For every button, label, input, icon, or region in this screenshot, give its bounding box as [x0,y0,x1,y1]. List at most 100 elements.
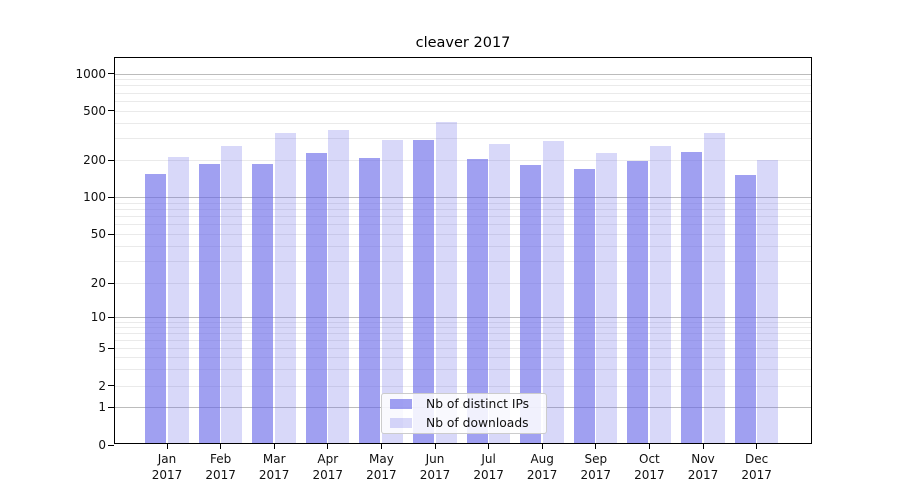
minor-gridline [114,321,812,323]
major-gridline [114,197,812,199]
x-tick-mark [434,444,436,449]
x-tick-label: Feb 2017 [205,452,236,482]
minor-gridline [114,160,812,161]
y-tick-mark [108,73,114,75]
bar-apr-downloads [328,130,350,444]
y-tick-mark [108,347,114,349]
bar-oct-distinct-ips [627,161,649,444]
x-tick-label: Jan 2017 [151,452,183,482]
bar-jul-downloads [489,143,511,444]
minor-gridline [114,110,812,112]
y-tick-label: 5 [98,341,106,355]
legend-swatch-downloads [390,418,412,428]
bar-mar-distinct-ips [252,164,274,444]
x-tick-mark [166,444,168,449]
minor-gridline [114,202,812,204]
y-tick-mark [108,316,114,318]
bar-mar-downloads [274,132,296,444]
minor-gridline [114,224,812,226]
bar-jun-distinct-ips [413,139,434,444]
x-tick-label: Sep 2017 [580,452,612,482]
y-tick-mark [108,196,114,198]
y-tick-mark [108,233,114,235]
y-tick-label: 2 [98,378,106,393]
y-tick-mark [108,110,114,112]
x-tick-mark [220,444,222,449]
minor-gridline [114,234,812,235]
x-tick-label: Dec 2017 [741,452,772,482]
bar-dec-downloads [757,160,779,444]
minor-gridline [114,245,812,247]
x-tick-mark [327,444,329,449]
bar-nov-distinct-ips [681,152,702,444]
x-tick-mark [488,444,490,449]
legend: Nb of distinct IPs Nb of downloads [381,393,547,434]
x-tick-mark [380,444,383,449]
legend-label-downloads: Nb of downloads [426,416,529,430]
minor-gridline [114,122,812,124]
minor-gridline [114,357,812,359]
chart-title: cleaver 2017 [415,35,511,51]
x-tick-label: Aug 2017 [526,452,558,482]
minor-gridline [114,348,812,349]
bar-apr-distinct-ips [305,152,327,444]
bar-feb-distinct-ips [198,164,220,444]
bar-dec-distinct-ips [734,174,756,444]
bar-sep-distinct-ips [573,169,595,444]
bar-jun-downloads [435,122,457,444]
y-tick-label: 500 [83,103,106,118]
x-tick-mark [648,444,651,449]
y-tick-label: 200 [83,153,106,167]
bar-feb-downloads [221,146,243,444]
bar-aug-distinct-ips [520,165,542,444]
minor-gridline [114,261,812,263]
minor-gridline [114,283,812,284]
legend-item-downloads: Nb of downloads [390,415,540,431]
y-tick-label: 100 [83,190,106,205]
y-tick-mark [108,406,114,408]
minor-gridline [114,138,812,140]
x-tick-label: Oct 2017 [634,452,665,482]
bar-sep-downloads [596,153,618,444]
y-tick-label: 10 [90,310,106,324]
minor-gridline [114,92,812,94]
x-tick-mark [273,444,275,449]
y-tick-mark [108,159,114,161]
minor-gridline [114,85,812,87]
bar-jan-distinct-ips [145,174,166,444]
x-tick-mark [541,444,543,449]
legend-item-distinct-ips: Nb of distinct IPs [390,396,540,412]
y-tick-label: 50 [90,227,106,241]
y-tick-label: 1 [98,400,106,414]
major-gridline [114,317,812,318]
y-tick-mark [108,385,114,387]
bar-jan-downloads [167,156,189,444]
x-tick-label: May 2017 [366,452,397,482]
y-tick-mark [108,282,114,284]
minor-gridline [114,368,812,370]
x-tick-mark [756,444,758,449]
y-tick-label: 1000 [75,66,106,81]
minor-gridline [114,339,812,341]
y-tick-label: 20 [90,276,106,290]
minor-gridline [114,209,812,211]
minor-gridline [114,326,812,328]
bar-aug-downloads [542,140,564,444]
legend-swatch-distinct-ips [390,399,412,409]
x-tick-label: Jun 2017 [419,452,451,482]
minor-gridline [114,79,812,81]
legend-label-distinct-ips: Nb of distinct IPs [426,397,530,411]
major-gridline [114,73,812,75]
minor-gridline [114,100,812,102]
x-tick-label: Apr 2017 [312,452,344,482]
x-tick-label: Jul 2017 [473,452,504,482]
y-tick-mark [108,444,114,446]
bar-may-distinct-ips [359,158,381,444]
x-tick-label: Nov 2017 [687,452,719,482]
x-tick-label: Mar 2017 [258,452,290,482]
minor-gridline [114,332,812,334]
bar-may-downloads [381,139,403,444]
x-tick-mark [702,444,704,449]
bar-nov-downloads [703,133,725,444]
